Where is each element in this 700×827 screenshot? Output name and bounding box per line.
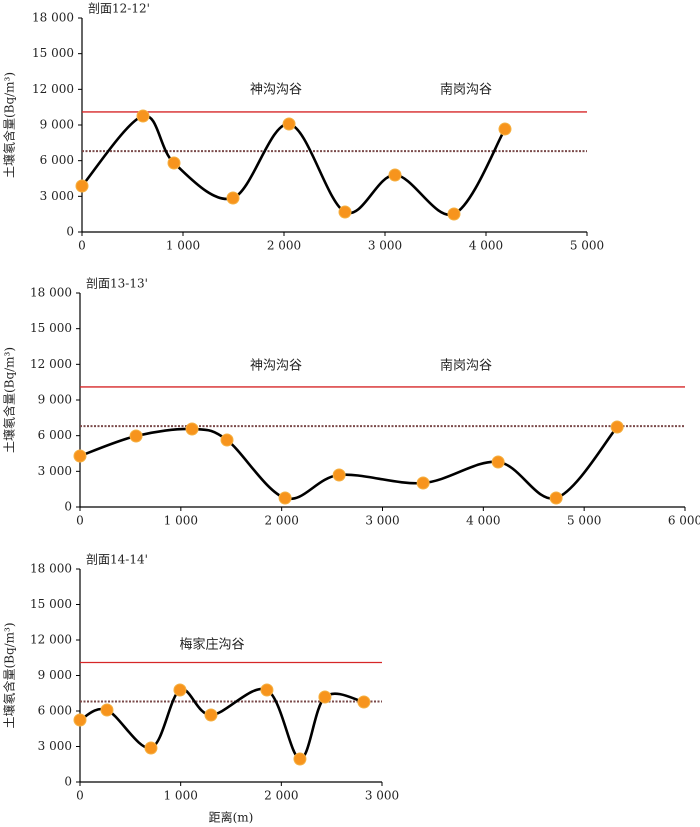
data-point — [173, 683, 187, 697]
data-point — [416, 476, 430, 490]
data-point — [100, 703, 114, 717]
annotation: 神沟沟谷 — [250, 359, 302, 374]
y-tick-label: 12 000 — [30, 357, 72, 371]
y-tick-label: 12 000 — [32, 82, 74, 96]
y-axis-label: 土壤氡含量(Bq/m³) — [2, 622, 17, 728]
data-point — [136, 109, 150, 123]
data-point — [260, 683, 274, 697]
x-tick-label: 1 000 — [164, 514, 198, 528]
data-point — [204, 708, 218, 722]
data-point — [447, 207, 461, 221]
chart-title: 剖面12-12' — [88, 2, 150, 16]
x-tick-label: 0 — [76, 789, 84, 803]
x-tick-label: 0 — [76, 514, 84, 528]
x-tick-label: 2 000 — [264, 789, 298, 803]
data-point — [491, 455, 505, 469]
data-point — [144, 741, 158, 755]
y-tick-label: 0 — [64, 775, 72, 789]
data-point — [388, 168, 402, 182]
data-point — [357, 695, 371, 709]
x-tick-label: 4 000 — [466, 514, 500, 528]
data-point — [549, 491, 563, 505]
annotation: 神沟沟谷 — [250, 83, 302, 98]
y-tick-label: 3 000 — [38, 464, 72, 478]
data-point — [73, 713, 87, 727]
x-tick-label: 3 000 — [368, 239, 402, 253]
data-line — [79, 426, 619, 501]
y-tick-label: 6 000 — [40, 153, 74, 167]
data-point — [318, 690, 332, 704]
y-tick-label: 15 000 — [30, 321, 72, 335]
chart-title: 剖面14-14' — [86, 553, 148, 567]
chart-panel: 剖面12-12' 土壤氡含量(Bq/m³) 0 3 000 6 000 9 000 12 0… — [2, 2, 605, 253]
annotation: 南岗沟谷 — [440, 82, 492, 98]
data-point — [75, 179, 89, 193]
x-tick-label: 6 000 — [668, 514, 700, 528]
annotation: 梅家庄沟谷 — [179, 637, 244, 653]
chart-title: 剖面13-13' — [86, 277, 148, 291]
y-axis-label: 土壤氡含量(Bq/m³) — [2, 72, 17, 178]
x-tick-label: 0 — [78, 239, 86, 253]
annotation: 南岗沟谷 — [440, 358, 492, 374]
data-point — [332, 468, 346, 482]
data-point — [73, 449, 87, 463]
x-tick-label: 2 000 — [267, 239, 301, 253]
data-line — [81, 114, 507, 217]
y-tick-label: 3 000 — [40, 189, 74, 203]
data-point — [293, 752, 307, 766]
y-tick-label: 18 000 — [32, 11, 74, 25]
chart-panel: 剖面14-14' 土壤氡含量(Bq/m³) 距离(m) 0 3 000 6 000 9 00… — [2, 553, 400, 825]
data-point — [185, 422, 199, 436]
x-tick-label: 4 000 — [469, 239, 503, 253]
data-point — [220, 433, 234, 447]
y-tick-label: 3 000 — [38, 739, 72, 753]
x-tick-label: 5 000 — [567, 514, 601, 528]
y-tick-label: 6 000 — [38, 704, 72, 718]
y-tick-label: 18 000 — [30, 286, 72, 300]
x-axis-label: 距离(m) — [209, 810, 254, 825]
x-tick-label: 3 000 — [365, 514, 399, 528]
y-tick-label: 9 000 — [38, 393, 72, 407]
data-point — [610, 420, 624, 434]
chart-panel: 剖面13-13' 土壤氡含量(Bq/m³) 0 3 000 6 000 9 000 12 0… — [2, 277, 700, 528]
y-tick-label: 0 — [66, 225, 74, 239]
data-point — [278, 491, 292, 505]
y-tick-label: 6 000 — [38, 428, 72, 442]
x-tick-label: 1 000 — [166, 239, 200, 253]
data-point — [282, 117, 296, 131]
y-tick-label: 9 000 — [38, 668, 72, 682]
x-tick-label: 5 000 — [570, 239, 604, 253]
data-point — [167, 156, 181, 170]
data-point — [498, 122, 512, 136]
y-tick-label: 12 000 — [30, 633, 72, 647]
x-tick-label: 1 000 — [163, 789, 197, 803]
x-tick-label: 2 000 — [264, 514, 298, 528]
data-point — [338, 205, 352, 219]
y-tick-label: 18 000 — [30, 562, 72, 576]
x-tick-label: 3 000 — [365, 789, 399, 803]
y-tick-label: 15 000 — [32, 46, 74, 60]
y-axis-label: 土壤氡含量(Bq/m³) — [2, 347, 17, 453]
y-tick-label: 0 — [64, 500, 72, 514]
y-tick-label: 15 000 — [30, 597, 72, 611]
data-point — [129, 429, 143, 443]
data-point — [226, 191, 240, 205]
y-tick-label: 9 000 — [40, 118, 74, 132]
